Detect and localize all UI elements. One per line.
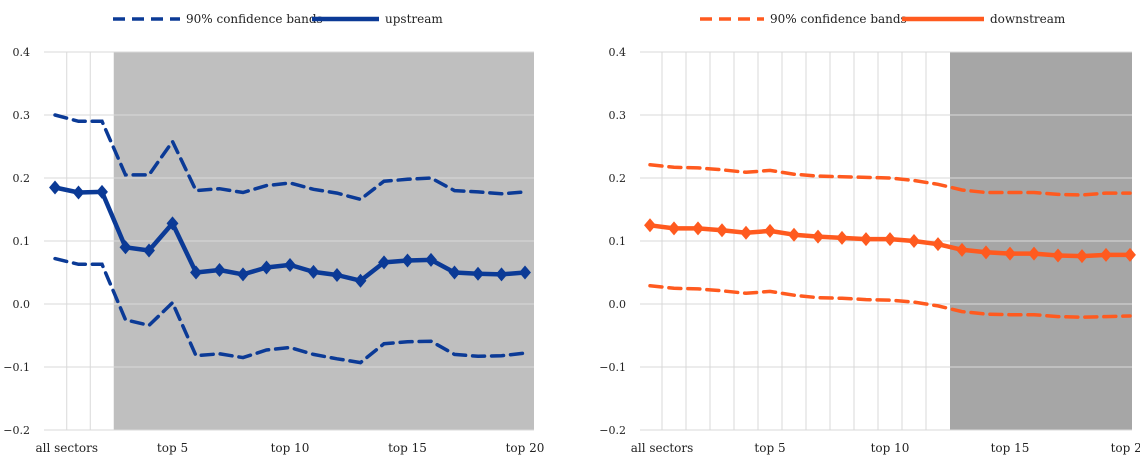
data-point-marker [307, 264, 320, 279]
x-tick-label: top 10 [871, 441, 910, 455]
data-point-marker [519, 265, 531, 280]
y-tick-label: 0.2 [609, 172, 627, 185]
y-tick-label: −0.2 [3, 424, 30, 437]
data-point-marker [425, 252, 437, 267]
data-point-marker [49, 180, 61, 195]
x-tick-label: top 20 [1111, 441, 1140, 455]
legend-label: upstream [385, 12, 443, 26]
data-point-marker [1076, 249, 1088, 264]
y-tick-label: 0.3 [13, 109, 31, 122]
y-tick-label: −0.1 [3, 361, 30, 374]
data-point-marker [716, 223, 728, 238]
data-point-marker [884, 232, 896, 247]
data-point-marker [1028, 246, 1040, 261]
data-point-marker [331, 268, 343, 283]
y-tick-label: 0.4 [609, 46, 627, 59]
data-point-marker [1124, 247, 1136, 262]
legend-label: downstream [990, 12, 1066, 26]
x-tick-label: all sectors [35, 441, 98, 455]
data-point-marker [190, 265, 202, 280]
data-point-marker [788, 227, 800, 242]
confidence-band-line [53, 256, 527, 365]
data-point-marker [213, 262, 226, 277]
x-tick-label: top 15 [991, 441, 1030, 455]
data-point-marker [980, 245, 992, 260]
x-tick-label: top 5 [754, 441, 785, 455]
y-tick-label: 0.0 [13, 298, 31, 311]
data-point-marker [448, 265, 461, 280]
data-point-marker [644, 218, 656, 233]
x-tick-label: all sectors [631, 441, 694, 455]
y-tick-label: 0.2 [13, 172, 31, 185]
data-point-marker [692, 221, 704, 236]
data-point-marker [860, 232, 872, 247]
data-point-marker [764, 223, 776, 238]
data-point-marker [401, 253, 414, 268]
data-point-marker [166, 216, 179, 231]
data-point-marker [378, 255, 390, 270]
data-point-marker [284, 257, 296, 272]
data-point-marker [472, 266, 484, 281]
data-point-marker [354, 273, 367, 288]
data-point-marker [237, 267, 249, 282]
y-tick-label: 0.1 [13, 235, 31, 248]
confidence-band-line [648, 163, 1132, 197]
data-point-marker [1004, 246, 1016, 261]
data-point-marker [932, 237, 944, 252]
gridlines [640, 51, 1132, 431]
x-tick-label: top 5 [157, 441, 188, 455]
x-tick-label: top 20 [506, 441, 545, 455]
y-tick-label: 0.0 [609, 298, 627, 311]
downstream-chart-panel: 0.4 0.3 0.2 0.1 0.0 −0.1 −0.2 all sectors top 5 t… [599, 12, 1140, 455]
data-point-marker [96, 184, 108, 199]
data-point-marker [812, 229, 824, 244]
legend: 90% confidence bands downstream [700, 12, 1066, 26]
data-point-marker [119, 240, 132, 255]
y-tick-label: 0.1 [609, 235, 627, 248]
data-point-marker [72, 185, 85, 200]
data-point-marker [740, 225, 752, 240]
data-point-marker [956, 242, 968, 257]
y-tick-label: −0.2 [599, 424, 626, 437]
confidence-band-line [53, 113, 527, 202]
data-point-marker [495, 267, 508, 282]
data-point-marker [668, 221, 680, 236]
data-point-marker [908, 234, 920, 248]
data-point-marker [143, 243, 155, 258]
gridlines [44, 51, 534, 431]
data-point-marker [1052, 248, 1064, 263]
y-tick-label: 0.3 [609, 109, 627, 122]
legend: 90% confidence bands upstream [113, 12, 443, 26]
data-point-marker [1100, 247, 1112, 262]
data-point-marker [836, 230, 848, 245]
y-tick-label: −0.1 [599, 361, 626, 374]
data-point-marker [260, 260, 273, 275]
legend-label: 90% confidence bands [186, 12, 323, 26]
x-tick-label: top 10 [271, 441, 310, 455]
x-tick-label: top 15 [388, 441, 427, 455]
legend-label: 90% confidence bands [770, 12, 907, 26]
confidence-band-line [648, 283, 1132, 319]
upstream-chart-panel: 0.4 0.3 0.2 0.1 0.0 −0.1 −0.2 all sectors top 5 t… [3, 12, 544, 455]
y-tick-label: 0.4 [13, 46, 31, 59]
